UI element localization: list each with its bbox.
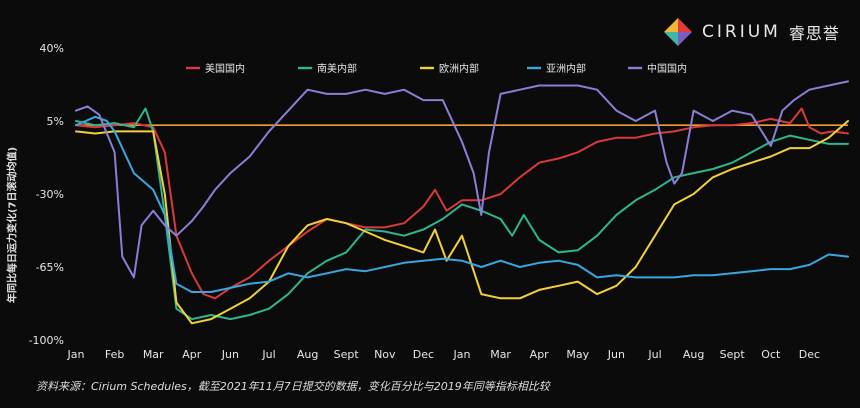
y-tick-label: -30% bbox=[36, 188, 64, 201]
legend-item-2: 欧洲内部 bbox=[420, 62, 479, 75]
x-tick-label: Mar bbox=[143, 348, 164, 361]
x-tick-label: Aug bbox=[297, 348, 318, 361]
brand-logo: CIRIUM 睿思誉 bbox=[662, 10, 852, 54]
legend-item-4: 中国国内 bbox=[628, 62, 687, 75]
series-line-4 bbox=[75, 80, 849, 279]
x-tick-label: Jan bbox=[67, 348, 85, 361]
legend-label: 美国国内 bbox=[205, 62, 245, 75]
x-tick-label: Jul bbox=[647, 348, 661, 361]
y-axis-label: 年同比每日运力变化(7日滚动均值) bbox=[7, 146, 19, 304]
x-tick-label: Feb bbox=[105, 348, 124, 361]
x-tick-label: Dec bbox=[413, 348, 434, 361]
y-tick-label: -100% bbox=[29, 334, 64, 347]
x-tick-label: Mar bbox=[490, 348, 511, 361]
x-tick-label: Jan bbox=[453, 348, 471, 361]
x-tick-label: Oct bbox=[761, 348, 781, 361]
x-tick-label: Apr bbox=[530, 348, 550, 361]
y-tick-label: -65% bbox=[36, 261, 64, 274]
y-axis-label-container: 年同比每日运力变化(7日滚动均值) bbox=[1, 110, 21, 340]
legend-item-1: 南美内部 bbox=[298, 62, 357, 75]
legend-item-3: 亚洲内部 bbox=[527, 62, 586, 75]
x-tick-label: Dec bbox=[799, 348, 820, 361]
x-tick-label: Sept bbox=[720, 348, 746, 361]
x-tick-label: Apr bbox=[182, 348, 202, 361]
x-tick-label: Aug bbox=[683, 348, 704, 361]
series-line-2 bbox=[75, 120, 849, 325]
legend-label: 南美内部 bbox=[317, 62, 357, 75]
x-tick-label: Sept bbox=[334, 348, 360, 361]
brand-name: CIRIUM bbox=[702, 22, 781, 42]
series-line-0 bbox=[75, 107, 849, 300]
series-line-3 bbox=[75, 115, 849, 293]
source-note: 资料来源：Cirium Schedules，截至2021年11月7日提交的数据，… bbox=[36, 380, 550, 393]
x-tick-label: May bbox=[566, 348, 589, 361]
x-tick-label: Jul bbox=[261, 348, 275, 361]
x-tick-label: Jun bbox=[221, 348, 239, 361]
series-line-1 bbox=[75, 107, 849, 321]
y-tick-label: 40% bbox=[40, 42, 64, 55]
legend-label: 中国国内 bbox=[647, 62, 687, 75]
legend-item-0: 美国国内 bbox=[186, 62, 245, 75]
brand-name-cn: 睿思誉 bbox=[788, 24, 840, 43]
x-tick-label: Jun bbox=[607, 348, 625, 361]
cirium-logo-icon bbox=[664, 18, 692, 46]
legend-label: 欧洲内部 bbox=[439, 62, 479, 75]
x-tick-label: Nov bbox=[374, 348, 396, 361]
y-tick-label: 5% bbox=[47, 115, 64, 128]
legend-label: 亚洲内部 bbox=[546, 62, 586, 75]
